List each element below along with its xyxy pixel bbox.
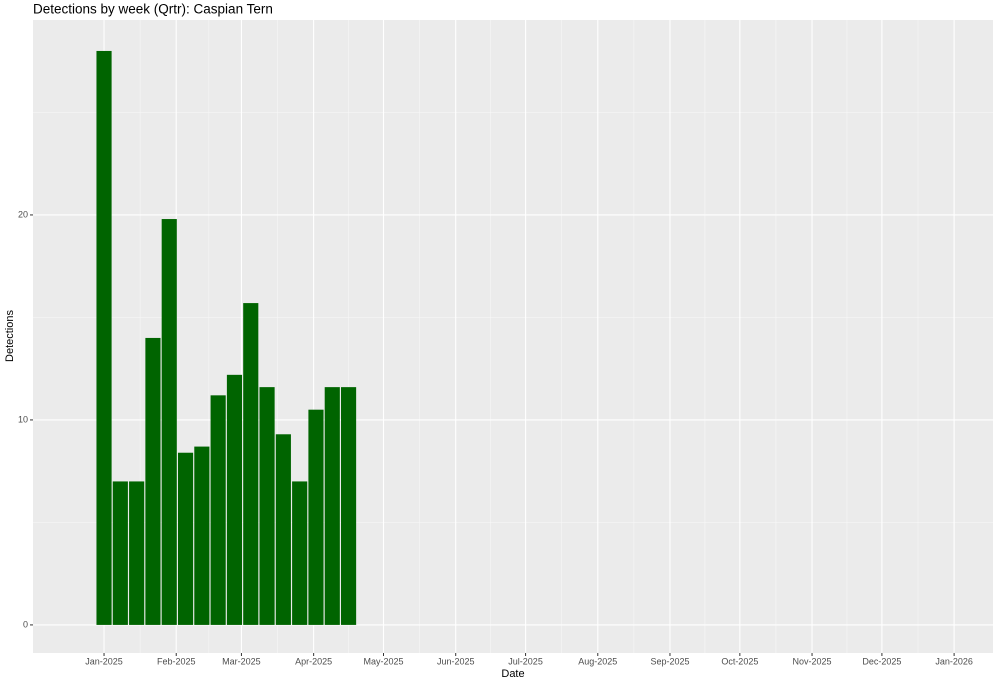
bar	[210, 395, 226, 625]
y-tick-label: 20	[18, 209, 28, 219]
bar	[194, 446, 210, 625]
bar	[275, 434, 291, 625]
x-tick-label: Mar-2025	[222, 656, 261, 666]
x-tick-label: Apr-2025	[295, 656, 332, 666]
x-tick-label: Jan-2026	[935, 656, 973, 666]
y-axis-label: Detections	[4, 310, 16, 362]
bar	[177, 452, 194, 625]
chart-title: Detections by week (Qrtr): Caspian Tern	[33, 2, 273, 17]
x-tick-label: May-2025	[363, 656, 403, 666]
bar	[112, 481, 128, 625]
bar	[145, 337, 161, 625]
x-tick-label: Jun-2025	[437, 656, 475, 666]
x-tick-label: Nov-2025	[793, 656, 832, 666]
panel	[33, 20, 993, 653]
x-tick-label: Feb-2025	[157, 656, 196, 666]
x-tick-label: Oct-2025	[721, 656, 758, 666]
bar	[259, 387, 275, 625]
x-tick-label: Dec-2025	[862, 656, 901, 666]
x-tick-label: Jan-2025	[85, 656, 123, 666]
bar	[292, 481, 308, 625]
x-tick-label: Jul-2025	[508, 656, 543, 666]
y-tick-label: 10	[18, 414, 28, 424]
bar	[161, 219, 177, 625]
bar	[324, 387, 340, 625]
bar	[96, 50, 112, 625]
bar	[129, 481, 145, 625]
bar	[243, 303, 259, 625]
x-tick-label: Aug-2025	[578, 656, 617, 666]
x-tick-label: Sep-2025	[650, 656, 689, 666]
y-tick-label: 0	[23, 619, 28, 629]
bar	[341, 387, 357, 625]
x-axis-label: Date	[501, 668, 524, 680]
bar	[308, 409, 324, 625]
bar	[226, 374, 243, 625]
